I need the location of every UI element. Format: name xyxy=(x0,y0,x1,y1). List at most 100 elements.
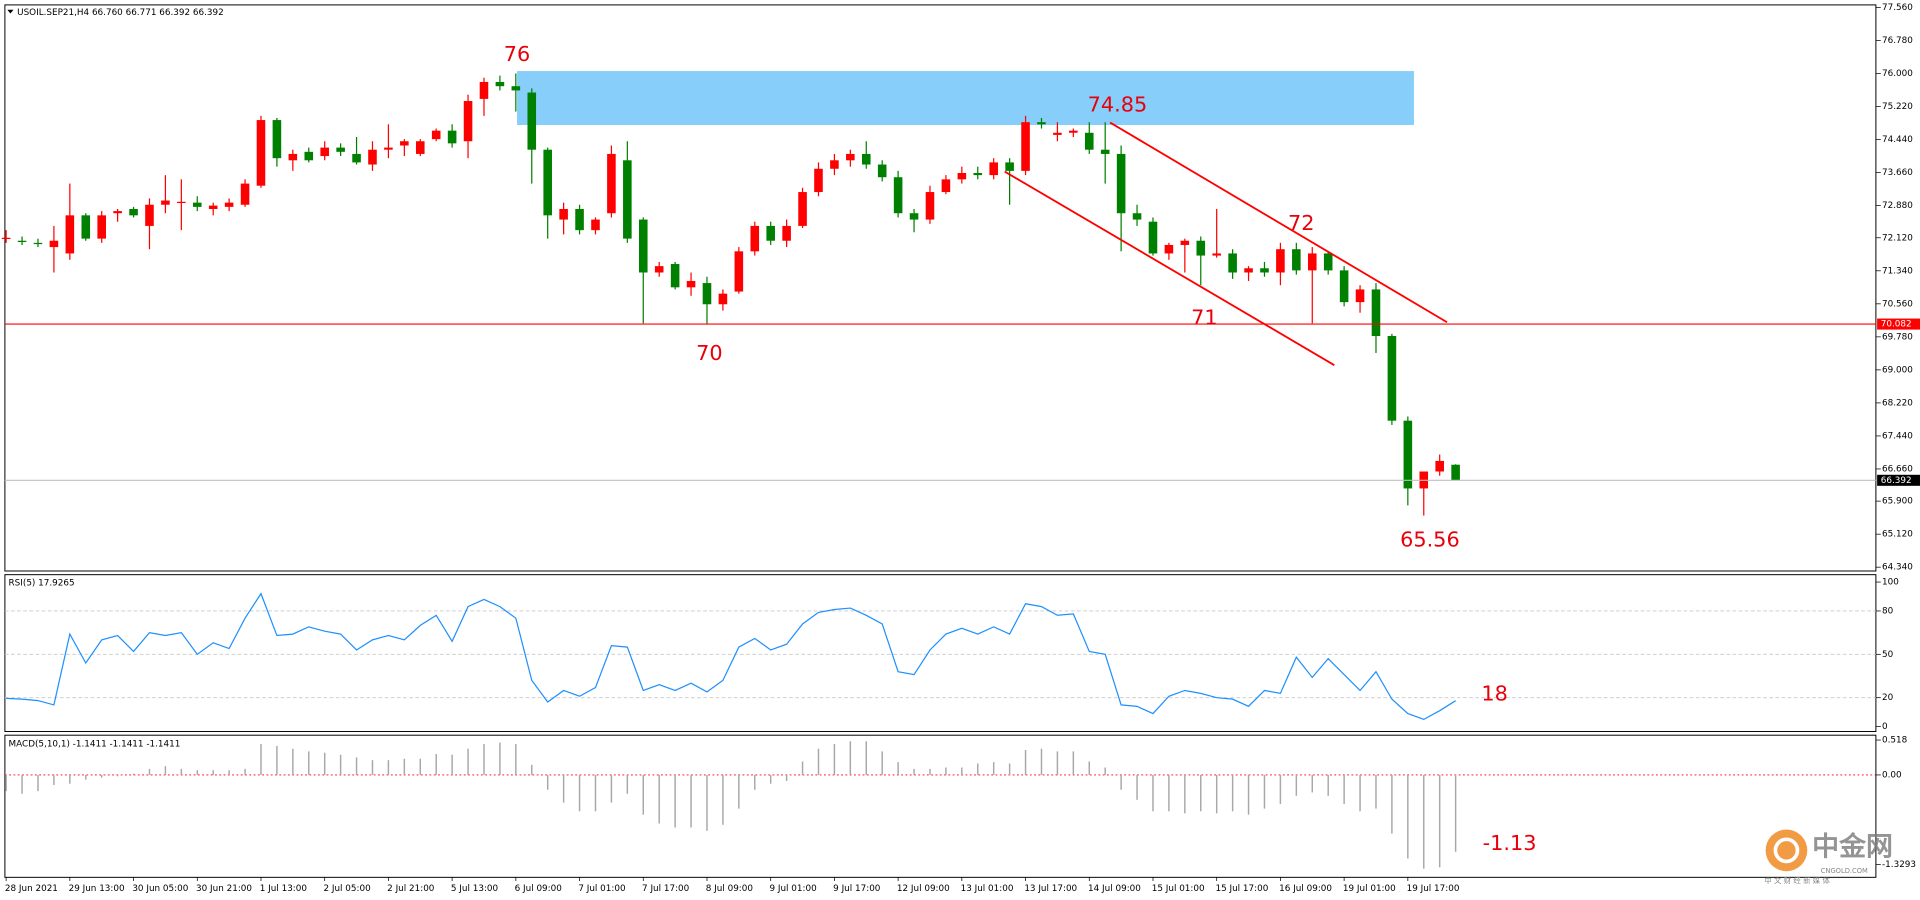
y-tick-label: 67.440 xyxy=(1882,431,1913,441)
watermark-site: CNGOLD.COM xyxy=(1821,867,1868,875)
y-tick-label: 50 xyxy=(1882,650,1894,660)
candle-body xyxy=(607,153,616,214)
marks xyxy=(1,7,1881,882)
candle-body xyxy=(559,208,568,220)
watermark-name: 中金网 xyxy=(1812,830,1893,862)
x-tick-label: 7 Jul 17:00 xyxy=(642,884,690,894)
x-tick-label: 13 Jul 01:00 xyxy=(961,884,1014,894)
candle-body xyxy=(654,266,664,273)
candle-body xyxy=(113,211,122,214)
candle-body xyxy=(1196,240,1206,256)
candle-body xyxy=(686,280,696,288)
candle-body xyxy=(973,172,983,176)
y-tick-label: 20 xyxy=(1882,693,1894,703)
x-tick-label: 8 Jul 09:00 xyxy=(706,884,754,894)
candle-body xyxy=(670,264,680,288)
price-label-box xyxy=(1877,474,1920,486)
y-tick-label: 76.000 xyxy=(1882,69,1913,79)
watermark: 中金网 CNGOLD.COM 中 文 财 经 新 媒 体 xyxy=(1764,829,1893,885)
y-tick-label: 80 xyxy=(1882,606,1894,616)
x-tick-label: 29 Jun 13:00 xyxy=(69,884,125,894)
candle-body xyxy=(224,202,234,207)
candle-body xyxy=(1292,249,1301,271)
candle-body xyxy=(97,215,106,239)
candle-body xyxy=(1053,132,1062,135)
candle-body xyxy=(256,120,266,186)
y-tick-label: 100 xyxy=(1882,578,1899,588)
y-tick-label: 73.660 xyxy=(1882,168,1913,178)
candle-body xyxy=(750,225,760,252)
annotation: -1.13 xyxy=(1483,831,1537,855)
candle-body xyxy=(415,141,425,154)
candle-body xyxy=(1339,270,1349,303)
candle-body xyxy=(1069,130,1078,133)
main-pane xyxy=(4,4,1877,572)
candle-body xyxy=(352,153,361,163)
supply-zone xyxy=(517,71,1414,125)
x-tick-label: 19 Jul 01:00 xyxy=(1343,884,1396,894)
candle-body xyxy=(1244,268,1253,273)
y-tick-label: 70.560 xyxy=(1882,299,1913,309)
x-tick-label: 12 Jul 09:00 xyxy=(897,884,950,894)
y-tick-label: 76.780 xyxy=(1882,36,1913,46)
candle-body xyxy=(941,179,951,193)
candle-body xyxy=(1323,253,1333,271)
x-tick-label: 14 Jul 09:00 xyxy=(1088,884,1141,894)
candle-body xyxy=(1021,122,1030,171)
logo xyxy=(1765,829,1808,872)
candle-body xyxy=(1,237,11,240)
annotation: 72 xyxy=(1288,211,1315,235)
candle-body xyxy=(17,240,27,243)
candle-body xyxy=(1307,253,1317,271)
candle-body xyxy=(1084,132,1094,150)
candle-body xyxy=(1403,420,1413,489)
candle-body xyxy=(336,147,345,152)
price-label-box xyxy=(1877,318,1920,330)
y-tick-label: 75.220 xyxy=(1882,102,1913,112)
x-tick-label: 30 Jun 21:00 xyxy=(196,884,252,894)
rsi-title: RSI(5) 17.9265 xyxy=(9,579,75,589)
y-tick-label: 66.660 xyxy=(1882,464,1913,474)
y-tick-label: 77.560 xyxy=(1882,3,1913,13)
candle-body xyxy=(527,92,537,150)
y-tick-label: 0.00 xyxy=(1882,770,1902,780)
y-tick-label: -1.3293 xyxy=(1882,860,1916,870)
candle-body xyxy=(65,215,75,254)
rsi-pane xyxy=(4,574,1877,733)
annotation: 74.85 xyxy=(1088,92,1148,116)
annotation: 18 xyxy=(1481,682,1508,706)
candle-body xyxy=(192,202,202,207)
x-tick-label: 5 Jul 13:00 xyxy=(451,884,499,894)
candle-body xyxy=(782,225,791,241)
candle-body xyxy=(145,204,154,226)
annotation: 70 xyxy=(696,341,723,365)
candle-body xyxy=(495,81,505,87)
x-tick-label: 9 Jul 17:00 xyxy=(833,884,881,894)
candle-body xyxy=(400,141,409,146)
candle-body xyxy=(989,162,998,176)
x-tick-label: 15 Jul 17:00 xyxy=(1215,884,1268,894)
candle-body xyxy=(638,219,648,273)
macd-title: MACD(5,10,1) -1.1411 -1.1411 -1.1411 xyxy=(9,739,181,749)
y-tick-label: 68.220 xyxy=(1882,398,1913,408)
candle-body xyxy=(1371,289,1381,337)
x-tick-label: 13 Jul 17:00 xyxy=(1024,884,1077,894)
candle-body xyxy=(957,172,967,180)
annotation: 65.56 xyxy=(1400,527,1460,551)
candle-body xyxy=(543,149,552,216)
candle-body xyxy=(909,213,919,220)
candle-body xyxy=(1037,122,1046,125)
y-tick-label: 69.780 xyxy=(1882,332,1913,342)
candle-body xyxy=(1276,249,1285,273)
candle-body xyxy=(304,151,314,161)
candle-body xyxy=(623,160,632,239)
candle-body xyxy=(575,208,584,231)
y-tick-label: 65.900 xyxy=(1882,497,1913,507)
candle-body xyxy=(1132,213,1142,220)
y-tick-label: 65.120 xyxy=(1882,530,1913,540)
y-tick-label: 72.880 xyxy=(1882,201,1913,211)
candle-body xyxy=(1005,162,1014,171)
x-tick-label: 15 Jul 01:00 xyxy=(1152,884,1205,894)
candle-body xyxy=(1435,460,1444,472)
